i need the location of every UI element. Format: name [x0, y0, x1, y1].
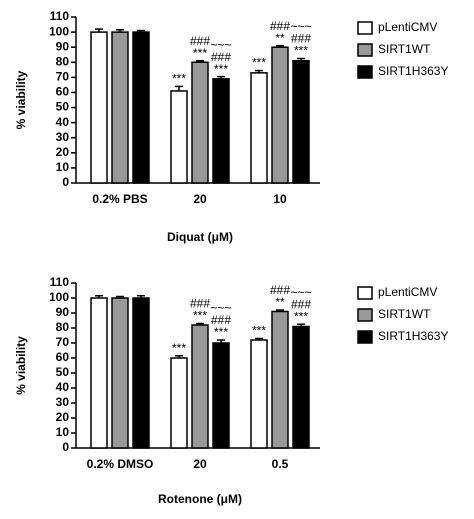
legend-label: SIRT1H363Y — [378, 329, 448, 343]
y-tick-label: 20 — [56, 145, 70, 159]
y-tick-label: 20 — [56, 410, 70, 424]
legend-label: pLentiCMV — [378, 20, 437, 34]
x-tick-label: 20 — [193, 457, 207, 471]
significance-label: ### — [291, 32, 311, 46]
y-tick-label: 80 — [56, 320, 70, 334]
legend-swatch — [357, 43, 373, 57]
y-tick-label: 0 — [62, 440, 69, 454]
significance-label: ### — [270, 19, 290, 33]
significance-label: *** — [252, 324, 266, 338]
significance-label: ~~~ — [290, 285, 311, 299]
y-tick-label: 10 — [56, 425, 70, 439]
bar — [132, 297, 150, 449]
significance-label: *** — [172, 72, 186, 86]
y-tick-label: 70 — [56, 70, 70, 84]
x-axis-label: Rotenone (μM) — [158, 492, 242, 506]
y-tick-label: 60 — [56, 85, 70, 99]
significance-label: ~~~ — [210, 301, 231, 315]
significance-label: *** — [294, 309, 308, 323]
y-axis-label: % viability — [14, 70, 28, 129]
bar — [271, 46, 289, 184]
significance-label: *** — [252, 56, 266, 70]
y-tick-label: 10 — [56, 160, 70, 174]
legend-swatch — [357, 21, 373, 35]
y-tick-label: 110 — [50, 275, 70, 289]
legend-label: SIRT1H363Y — [378, 64, 448, 78]
bar — [191, 324, 209, 449]
y-tick-label: 50 — [56, 100, 70, 114]
significance-label: ~~~ — [290, 20, 311, 34]
significance-label: ### — [211, 50, 231, 64]
significance-label: ### — [270, 283, 290, 297]
y-tick-label: 90 — [56, 305, 70, 319]
bar — [111, 31, 129, 184]
y-tick-label: 30 — [56, 130, 70, 144]
bar — [250, 72, 268, 184]
x-tick-label: 0.2% PBS — [92, 192, 147, 206]
x-tick-label: 0.2% DMSO — [87, 457, 154, 471]
legend-swatch — [357, 308, 373, 322]
bar — [90, 31, 108, 184]
legend-label: pLentiCMV — [378, 285, 437, 299]
bar — [111, 297, 129, 449]
y-tick-label: 100 — [49, 24, 69, 38]
bar — [191, 61, 209, 184]
y-tick-label: 40 — [56, 115, 70, 129]
significance-label: *** — [193, 46, 207, 60]
bar — [170, 90, 188, 184]
x-axis-label: Diquat (μM) — [167, 230, 233, 244]
bar — [250, 339, 268, 449]
y-axis-label: % viability — [14, 336, 28, 395]
significance-label: *** — [294, 44, 308, 58]
bar — [170, 357, 188, 449]
y-tick-label: 100 — [49, 290, 69, 304]
y-tick-label: 60 — [56, 350, 70, 364]
significance-label: ~~~ — [210, 38, 231, 52]
legend-swatch — [357, 286, 373, 300]
y-tick-label: 70 — [56, 335, 70, 349]
y-tick-label: 90 — [56, 39, 70, 53]
legend-swatch — [357, 65, 373, 79]
x-tick-label: 0.5 — [272, 457, 289, 471]
legend-label: SIRT1WT — [378, 307, 431, 321]
x-tick-label: 10 — [273, 192, 287, 206]
legend-label: SIRT1WT — [378, 42, 431, 56]
y-tick-label: 30 — [56, 395, 70, 409]
bar — [212, 342, 230, 449]
significance-label: ** — [275, 295, 285, 309]
significance-label: ### — [190, 34, 210, 48]
bar — [212, 78, 230, 184]
y-tick-label: 50 — [56, 365, 70, 379]
bar — [292, 325, 310, 449]
significance-label: *** — [214, 62, 228, 76]
bar — [90, 297, 108, 449]
significance-label: *** — [193, 309, 207, 323]
bar — [132, 31, 150, 184]
significance-label: ### — [291, 297, 311, 311]
significance-label: ** — [275, 31, 285, 45]
legend-swatch — [357, 330, 373, 344]
significance-label: *** — [172, 341, 186, 355]
y-tick-label: 80 — [56, 54, 70, 68]
significance-label: ### — [211, 313, 231, 327]
y-tick-label: 110 — [50, 9, 70, 23]
x-tick-label: 20 — [193, 192, 207, 206]
y-tick-label: 40 — [56, 380, 70, 394]
significance-label: ### — [190, 297, 210, 311]
bar — [292, 60, 310, 184]
bar — [271, 310, 289, 449]
significance-label: *** — [214, 325, 228, 339]
y-tick-label: 0 — [62, 175, 69, 189]
